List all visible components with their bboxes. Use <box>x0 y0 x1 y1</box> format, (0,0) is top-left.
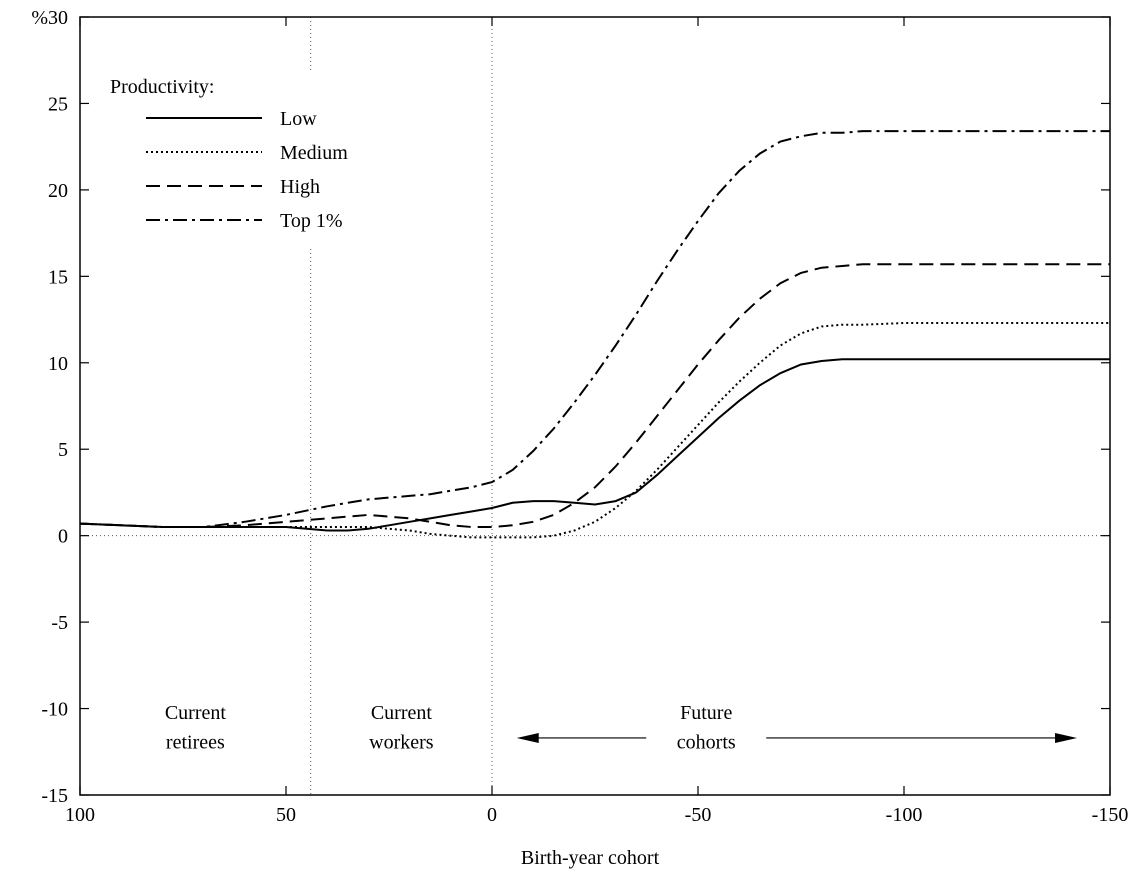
legend-background <box>104 71 374 246</box>
y-tick-label: -5 <box>51 612 68 634</box>
region-label: Current <box>165 702 227 724</box>
region-labels: Current retirees Current workers Future cohor… <box>165 702 1078 753</box>
y-tick-label: 20 <box>48 180 68 202</box>
y-tick-label: 10 <box>48 353 68 375</box>
region-label: workers <box>369 731 434 753</box>
series-line-high <box>79 263 1110 528</box>
arrow-left-icon <box>516 732 539 743</box>
region-label: retirees <box>166 731 225 753</box>
legend-label: Top 1% <box>280 210 342 232</box>
reference-lines <box>80 17 1110 795</box>
region-label: Future <box>680 702 732 724</box>
y-tick-label: 5 <box>58 439 68 461</box>
series-line-top-1 <box>79 130 1110 528</box>
y-tick-label: 15 <box>48 266 68 288</box>
x-tick-label: 0 <box>487 804 497 826</box>
plot-frame <box>79 16 1111 796</box>
x-tick-label: 100 <box>65 804 95 826</box>
x-tick-label: -50 <box>685 804 712 826</box>
legend-label: Low <box>280 108 317 130</box>
arrow-right-icon <box>1055 732 1078 743</box>
x-tick-label: -100 <box>886 804 923 826</box>
legend-label: Medium <box>280 142 348 164</box>
legend-title: Productivity: <box>110 76 214 98</box>
y-tick-label: 0 <box>58 526 68 548</box>
region-label: cohorts <box>677 731 736 753</box>
region-label: Current <box>371 702 433 724</box>
series-line-low <box>79 358 1110 532</box>
y-tick-label: -10 <box>41 699 68 721</box>
series-group <box>79 130 1110 539</box>
legend-label: High <box>280 176 320 198</box>
x-tick-label: 50 <box>276 804 296 826</box>
y-tick-label: -15 <box>41 785 68 807</box>
legend: Productivity: Low Medium High Top 1% <box>104 71 374 246</box>
y-tick-label: %30 <box>31 7 68 29</box>
y-tick-label: 25 <box>48 93 68 115</box>
x-axis-title: Birth-year cohort <box>521 847 660 869</box>
plot-border <box>79 16 1111 796</box>
x-tick-label: -150 <box>1092 804 1129 826</box>
